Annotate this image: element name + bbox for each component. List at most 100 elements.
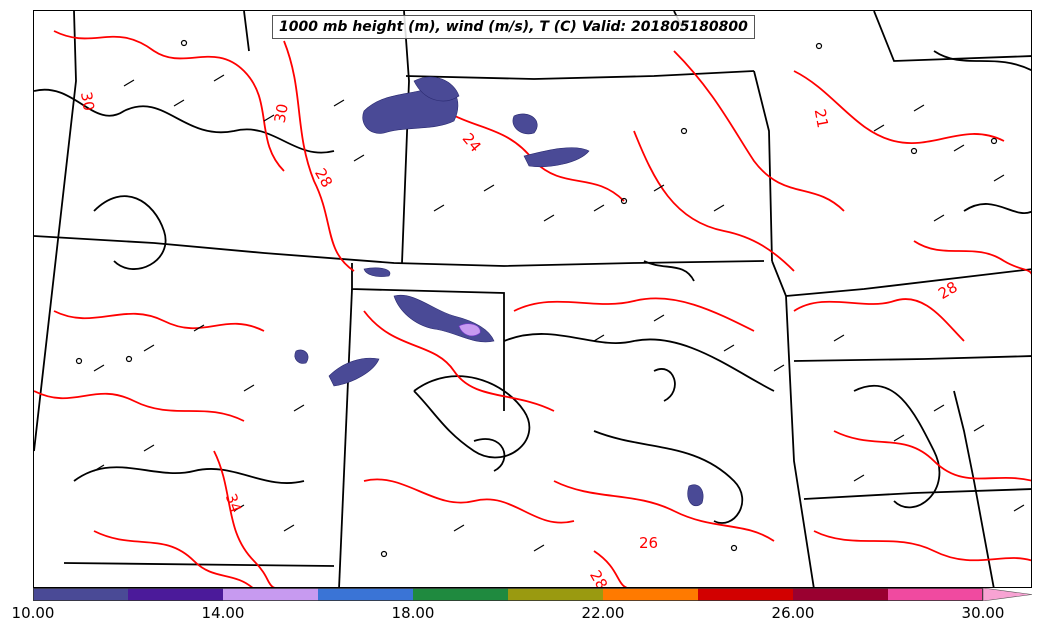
state-borders [34,11,1031,587]
shaded-area [328,357,380,387]
contour-label: 28 [586,567,611,588]
contour-label: 26 [639,534,658,552]
height-contour [643,260,695,282]
border-line [243,11,250,52]
temp-contour [363,478,575,524]
colorbar-segment [888,588,983,601]
wind-barb [93,324,305,412]
colorbar-segment [318,588,413,601]
border-line [803,488,1031,500]
height-contours [34,50,1031,524]
height-contour [653,368,676,402]
height-contour [933,50,1031,72]
contour-label-group: 30 30 28 24 21 28 34 26 28 [77,90,961,588]
temp-contour [513,297,755,332]
shaded-fields-high [458,323,481,337]
border-line [351,263,505,411]
border-line [873,11,1031,62]
contour-label: 21 [811,107,832,129]
calm-circle [990,137,998,145]
shaded-area [458,323,481,337]
temp-contour [913,240,1031,275]
colorbar-segment [698,588,793,601]
colorbar-segment [33,588,128,601]
map-panel: 30 30 28 24 21 28 34 26 28 [33,10,1032,588]
map-title: 1000 mb height (m), wind (m/s), T (C) Va… [272,15,755,39]
height-contour [73,466,305,484]
temp-contour [813,530,1031,562]
colorbar-tick-label: 14.00 [201,604,245,622]
wind-barb [433,184,725,222]
contour-label: 24 [459,129,485,155]
shaded-area [512,113,538,135]
temp-contour [93,530,253,587]
shaded-area [413,76,460,102]
calm-markers [75,39,998,558]
shaded-area [523,147,590,167]
colorbar-segment [793,588,888,601]
temp-contour [793,298,965,342]
colorbar-outline [33,588,983,601]
wind-barb [853,404,1025,512]
border-line [771,260,815,587]
border-line [753,70,773,262]
colorbar [33,588,1032,601]
border-line [405,70,755,80]
wind-barb [93,444,545,552]
colorbar-segment [128,588,223,601]
contour-label: 28 [935,278,961,303]
calm-circle [730,544,738,552]
shaded-area [294,349,309,364]
shaded-area [363,267,391,277]
border-line [785,268,1031,297]
border-line [953,390,995,587]
temp-contour [633,130,795,272]
height-contour [34,88,335,154]
height-contour [503,333,775,392]
calm-circle [680,127,688,135]
colorbar-tick-label: 10.00 [11,604,55,622]
calm-circle [910,147,918,155]
height-contour [593,430,744,524]
contour-label: 28 [311,165,336,191]
temp-contour [53,310,265,332]
temp-contour [34,390,245,422]
map-canvas: 30 30 28 24 21 28 34 26 28 [34,11,1031,588]
temp-contour [553,480,775,542]
calm-circle [620,197,628,205]
wind-barb [593,314,845,372]
calm-circle [380,550,388,558]
wind-barb [873,104,1005,222]
wind-barb [123,74,365,162]
temp-contour [673,50,845,212]
shaded-area [393,294,495,343]
temp-contour [363,310,555,412]
shaded-fields [294,76,704,507]
border-line [338,288,353,587]
calm-circle [75,357,83,365]
colorbar-segment [413,588,508,601]
shaded-area [687,484,704,507]
calm-circle [815,42,823,50]
height-contour [963,203,1031,214]
contour-label: 34 [222,491,245,515]
temp-contour [833,430,1031,482]
temp-contour [213,450,276,587]
calm-circle [180,39,188,47]
colorbar-tick-label: 22.00 [581,604,625,622]
colorbar-segment [603,588,698,601]
colorbar-tick-label: 30.00 [961,604,1005,622]
border-line [34,235,765,267]
calm-circle [125,355,133,363]
height-contour [413,375,531,459]
height-contour [473,438,506,472]
border-line [793,355,1031,362]
temp-contour [793,70,1005,144]
colorbar-tick-label: 26.00 [771,604,815,622]
temp-contour [53,30,285,172]
contour-label: 30 [271,102,292,124]
contour-label: 30 [77,90,98,112]
height-contour [93,195,167,270]
colorbar-tick-label: 18.00 [391,604,435,622]
border-line [401,11,410,264]
